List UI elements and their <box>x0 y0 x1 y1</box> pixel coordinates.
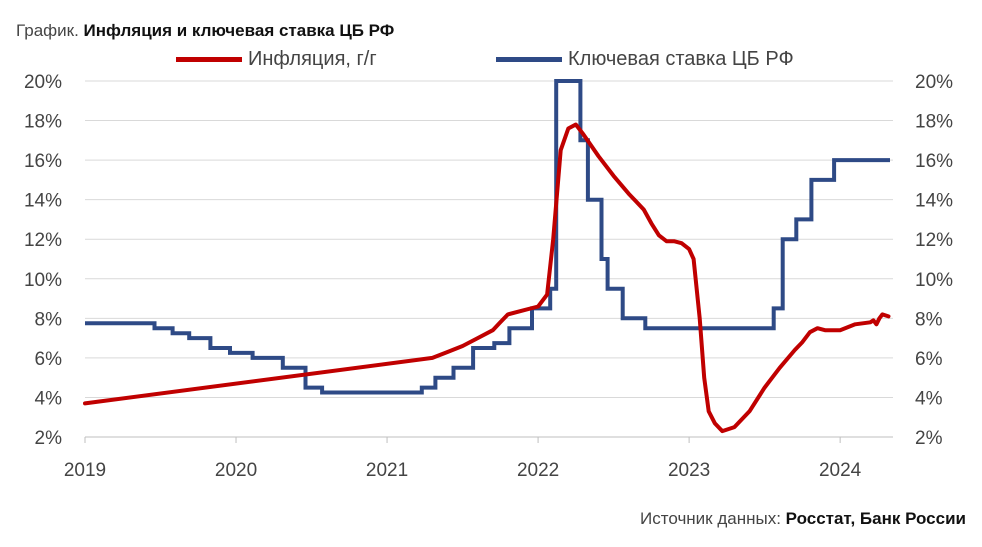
source-prefix: Источник данных: <box>640 509 781 528</box>
legend-swatch-inflation <box>176 57 242 62</box>
y-right-tick-label: 2% <box>915 428 943 449</box>
source-main: Росстат, Банк России <box>785 509 966 528</box>
y-left-tick-label: 18% <box>24 112 62 133</box>
chart-title: График. Инфляция и ключевая ставка ЦБ РФ <box>16 21 394 41</box>
y-right-tick-label: 8% <box>915 309 943 330</box>
y-right-tick-label: 4% <box>915 388 943 409</box>
x-tick-label: 2021 <box>366 460 408 481</box>
y-axis-left-labels: 2% 4% 6% 8% 10% 12% 14% 16% 18% 20% <box>24 72 62 449</box>
x-tick-label: 2022 <box>517 460 559 481</box>
y-right-tick-label: 18% <box>915 112 953 133</box>
x-tick-label: 2023 <box>668 460 710 481</box>
y-left-tick-label: 14% <box>24 191 62 212</box>
legend-swatch-key-rate <box>496 57 562 62</box>
chart-legend: Инфляция, г/г Ключевая ставка ЦБ РФ <box>0 48 982 76</box>
y-axis-right-labels: 2% 4% 6% 8% 10% 12% 14% 16% 18% 20% <box>915 72 953 449</box>
y-right-tick-label: 6% <box>915 349 943 370</box>
series-layer <box>83 79 891 434</box>
chart-title-main: Инфляция и ключевая ставка ЦБ РФ <box>83 21 395 40</box>
y-left-tick-label: 6% <box>35 349 63 370</box>
y-left-tick-label: 2% <box>35 428 63 449</box>
x-tick-label: 2019 <box>64 460 106 481</box>
y-left-tick-label: 12% <box>24 230 62 251</box>
x-axis-labels: 2019 2020 2021 2022 2023 2024 <box>64 437 862 481</box>
series-line-key-rate <box>85 79 890 395</box>
legend-label-key-rate: Ключевая ставка ЦБ РФ <box>568 48 794 70</box>
source-note: Источник данных: Росстат, Банк России <box>640 509 966 529</box>
y-left-tick-label: 10% <box>24 270 62 291</box>
series-line-inflation <box>83 122 891 434</box>
y-left-tick-label: 16% <box>24 151 62 172</box>
legend-item-inflation: Инфляция, г/г <box>176 48 377 71</box>
y-right-tick-label: 12% <box>915 230 953 251</box>
y-left-tick-label: 4% <box>35 388 63 409</box>
legend-item-key-rate: Ключевая ставка ЦБ РФ <box>496 48 794 71</box>
x-tick-label: 2020 <box>215 460 257 481</box>
y-right-tick-label: 10% <box>915 270 953 291</box>
chart-title-prefix: График. <box>16 21 79 40</box>
y-right-tick-label: 16% <box>915 151 953 172</box>
y-left-tick-label: 8% <box>35 309 63 330</box>
grid-lines <box>85 80 893 438</box>
y-right-tick-label: 14% <box>915 191 953 212</box>
y-right-tick-label: 20% <box>915 72 953 93</box>
y-left-tick-label: 20% <box>24 72 62 93</box>
x-tick-label: 2024 <box>819 460 862 481</box>
legend-label-inflation: Инфляция, г/г <box>248 48 377 70</box>
